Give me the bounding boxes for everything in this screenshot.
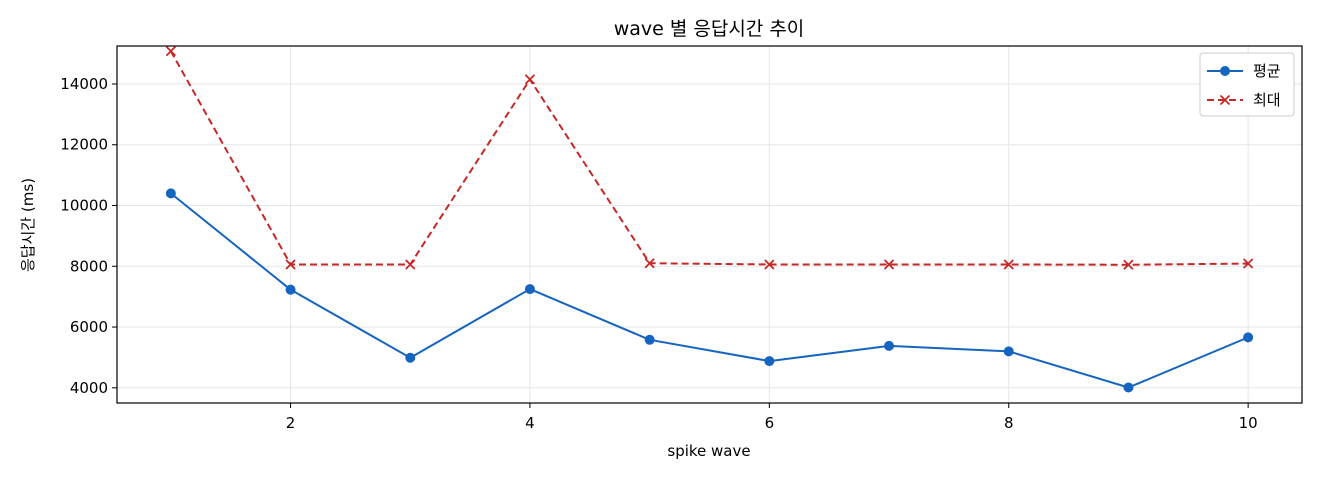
series-line xyxy=(170,192,1249,389)
x-tick-label: 10 xyxy=(1239,414,1258,432)
data-point xyxy=(883,259,895,270)
data-point xyxy=(405,352,416,363)
data-point xyxy=(285,284,296,295)
y-tick-label: 10000 xyxy=(60,197,108,215)
y-tick-label: 14000 xyxy=(60,75,108,93)
data-point xyxy=(764,259,775,270)
plot-frame xyxy=(116,45,1303,404)
y-tick-label: 6000 xyxy=(70,318,108,336)
data-point xyxy=(884,340,895,351)
series-line xyxy=(169,50,1249,266)
series-1 xyxy=(165,188,1254,393)
legend-label: 평균 xyxy=(1253,62,1281,80)
x-tick-label: 6 xyxy=(765,414,775,432)
legend-label: 최대 xyxy=(1253,91,1281,109)
legend-marker xyxy=(1220,66,1230,76)
data-point xyxy=(1003,346,1014,357)
y-tick-label: 4000 xyxy=(70,379,108,397)
data-point xyxy=(524,284,535,295)
series-layer xyxy=(165,46,1254,393)
data-point xyxy=(165,188,176,199)
data-point xyxy=(1243,332,1254,343)
x-tick-label: 8 xyxy=(1004,414,1014,432)
data-point xyxy=(1243,258,1254,269)
series-2 xyxy=(165,46,1254,270)
y-axis-label: 응답시간 (ms) xyxy=(19,178,37,272)
data-point xyxy=(1123,259,1134,270)
data-point xyxy=(405,259,416,270)
data-point xyxy=(524,74,536,85)
x-tick-label: 4 xyxy=(525,414,535,432)
data-point xyxy=(644,334,655,345)
legend-marker xyxy=(1219,94,1231,106)
axis-ticks: 2 4 6 8 10 4000 6000 8000 10000 12000 14000 xyxy=(60,75,1257,432)
data-point xyxy=(165,46,177,57)
data-point xyxy=(644,258,655,269)
grid-lines xyxy=(117,46,1302,403)
data-point xyxy=(285,259,296,270)
data-point xyxy=(1003,259,1014,270)
y-tick-label: 12000 xyxy=(60,136,108,154)
y-tick-label: 8000 xyxy=(70,257,108,275)
chart-title: wave 별 응답시간 추이 xyxy=(614,18,805,40)
data-point xyxy=(1123,382,1134,393)
data-point xyxy=(764,356,775,367)
x-axis-label: spike wave xyxy=(667,442,750,460)
x-tick-label: 2 xyxy=(286,414,296,432)
